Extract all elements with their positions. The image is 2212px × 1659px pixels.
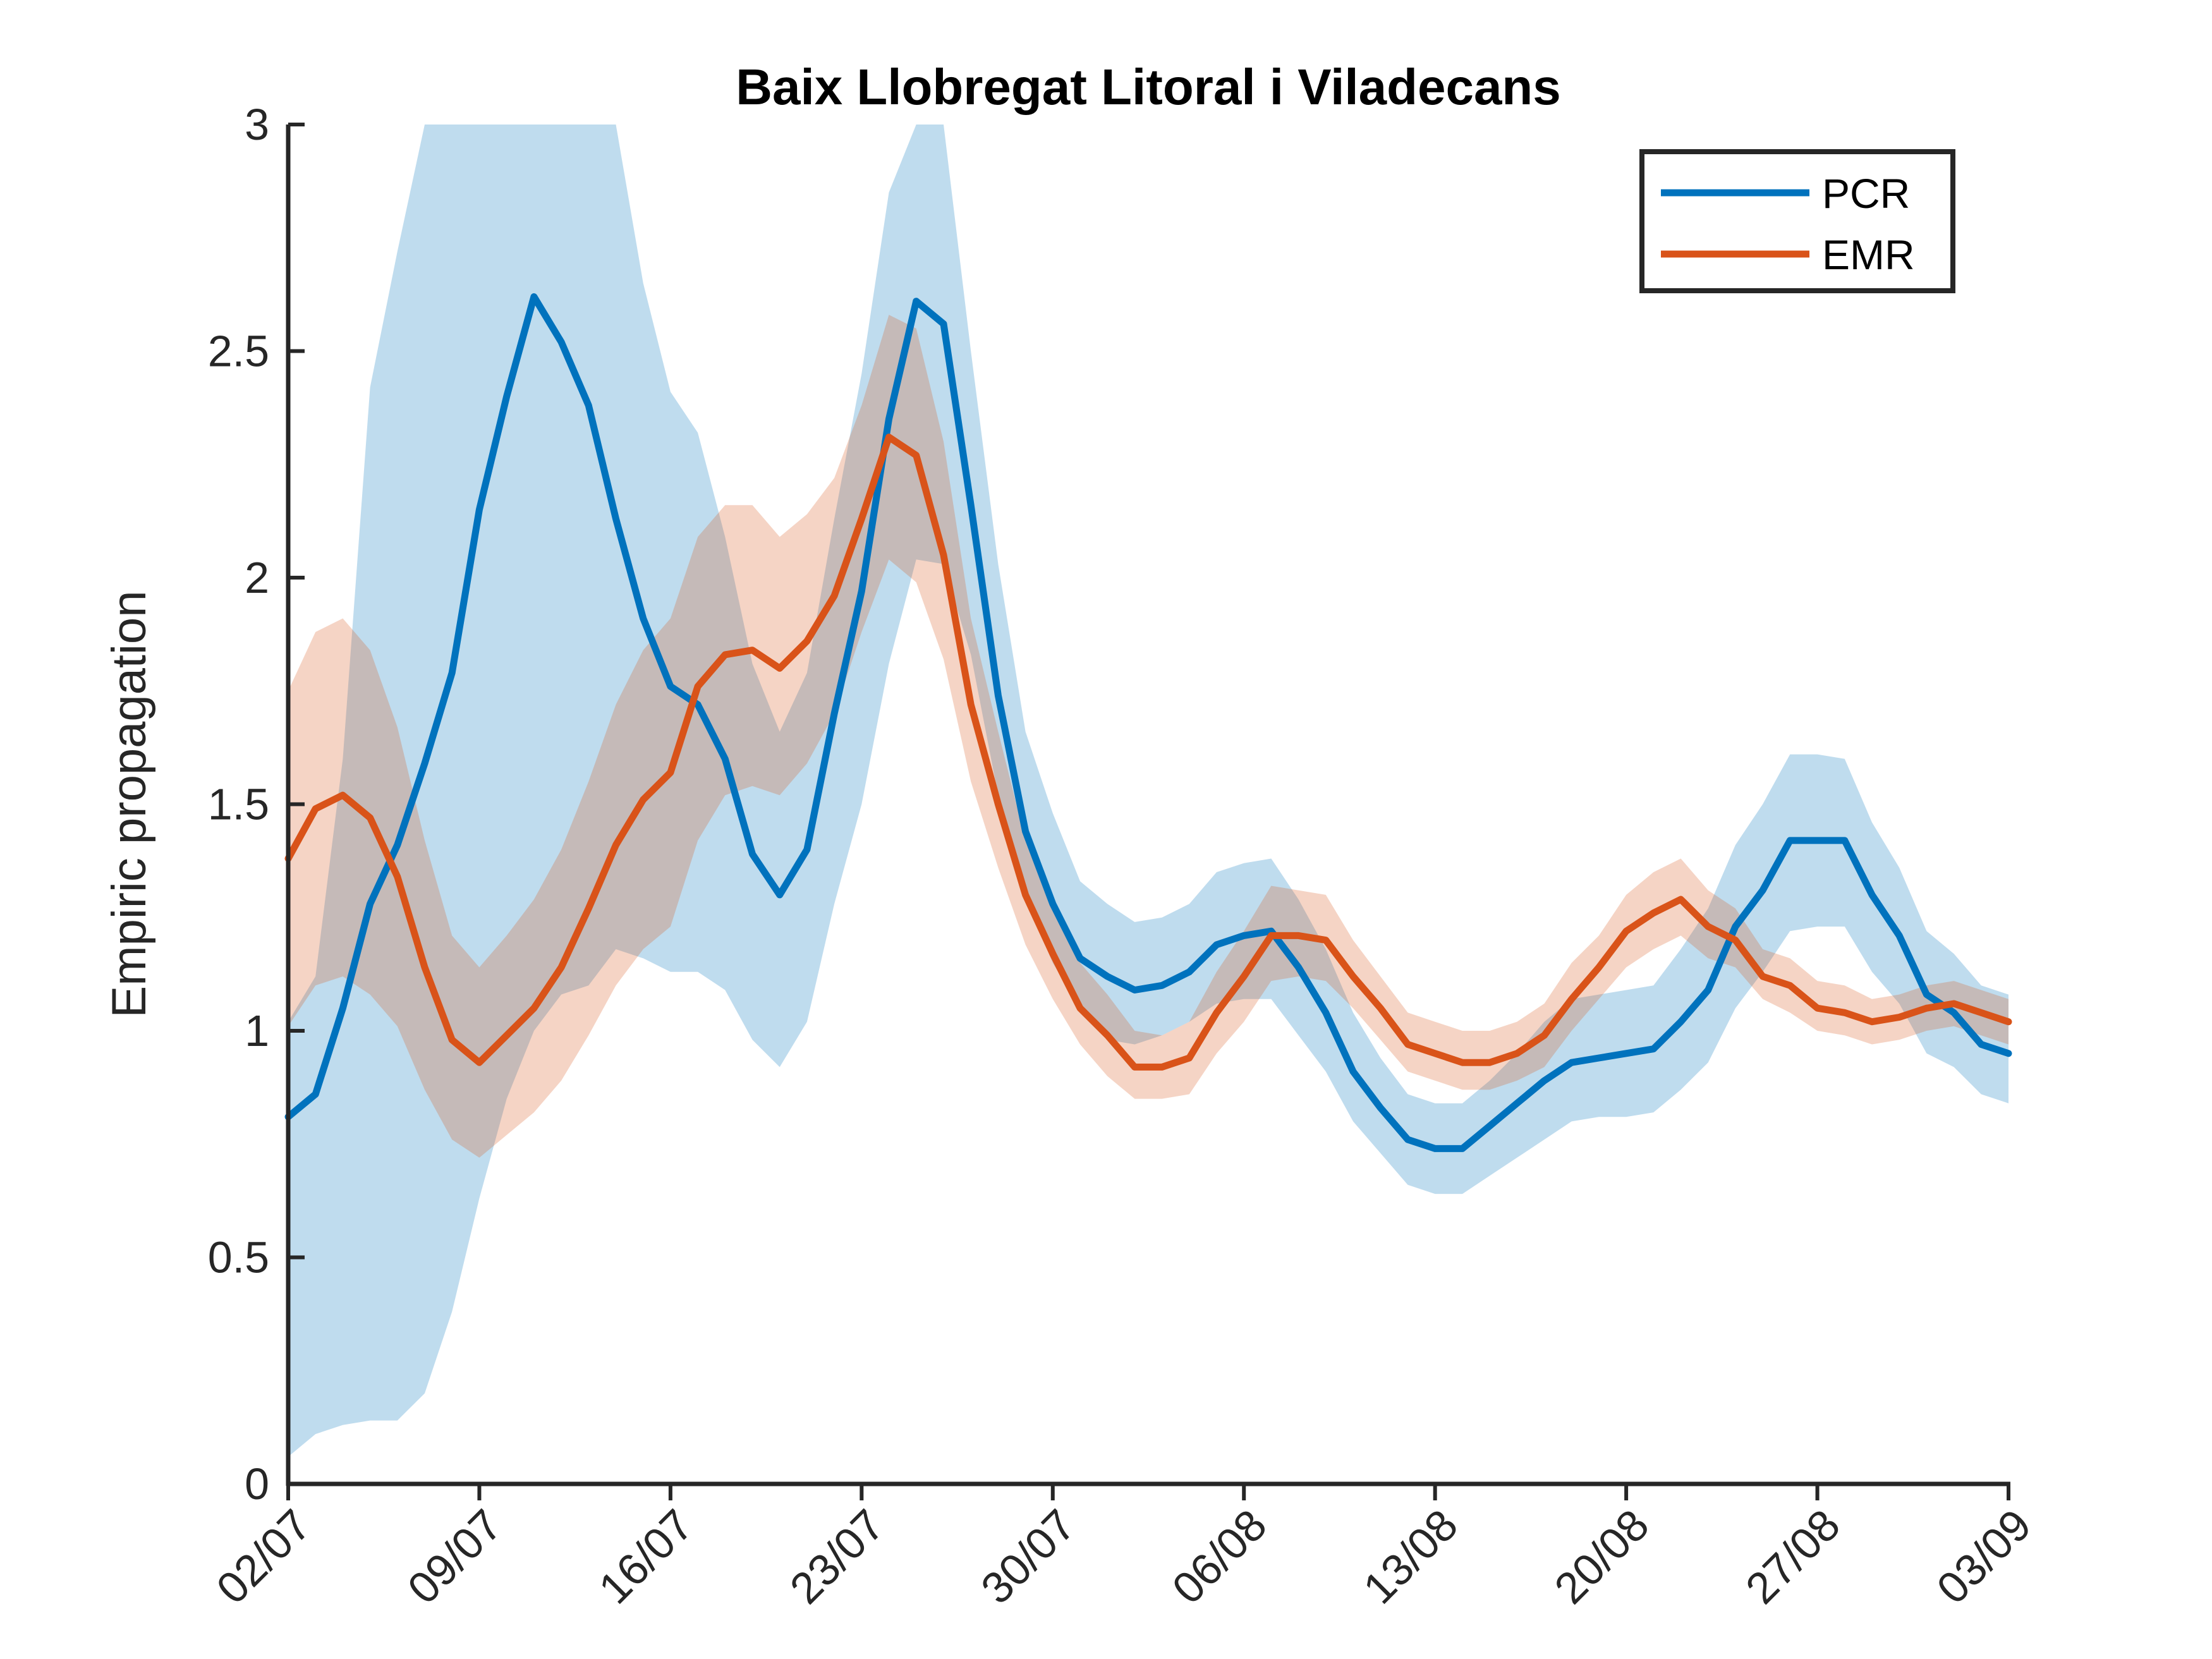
x-tick-label: 16/07 — [589, 1500, 702, 1613]
chart-title: Baix Llobregat Litoral i Viladecans — [736, 59, 1561, 115]
band-pcr — [288, 125, 2008, 1457]
legend-label-emr: EMR — [1822, 231, 1915, 278]
x-tick-label: 09/07 — [398, 1500, 511, 1613]
y-tick-label: 0 — [245, 1459, 269, 1509]
y-tick-label: 1 — [245, 1006, 269, 1055]
y-tick-label: 2.5 — [208, 327, 269, 376]
confidence-bands — [288, 125, 2008, 1457]
x-tick-label: 02/07 — [207, 1500, 320, 1613]
y-tick-label: 1.5 — [208, 780, 269, 829]
x-tick-label: 27/08 — [1736, 1500, 1849, 1613]
line-emr — [284, 434, 2012, 1071]
x-tick-label: 20/08 — [1545, 1500, 1658, 1613]
x-tick-label: 06/08 — [1163, 1500, 1276, 1613]
x-ticks: 02/07 09/07 16/07 23/07 30/07 06/08 13/08 20/08… — [207, 1484, 2041, 1613]
x-tick-label: 03/09 — [1928, 1500, 2041, 1613]
y-axis-label: Empiric propagation — [102, 591, 156, 1018]
legend-box — [1639, 149, 1955, 293]
x-tick-label: 23/07 — [781, 1500, 894, 1613]
legend: PCR EMR — [1639, 149, 1955, 293]
y-ticks: 0 0.5 1 1.5 2 2.5 3 — [208, 100, 305, 1509]
y-tick-label: 0.5 — [208, 1233, 269, 1282]
line-pcr — [284, 293, 2012, 1152]
band-emr — [288, 315, 2008, 1158]
series-lines — [284, 293, 2012, 1152]
legend-label-pcr: PCR — [1822, 170, 1910, 217]
x-tick-label: 30/07 — [971, 1500, 1085, 1613]
x-tick-label: 13/08 — [1354, 1500, 1467, 1613]
y-tick-label: 2 — [245, 553, 269, 602]
y-tick-label: 3 — [245, 100, 269, 149]
